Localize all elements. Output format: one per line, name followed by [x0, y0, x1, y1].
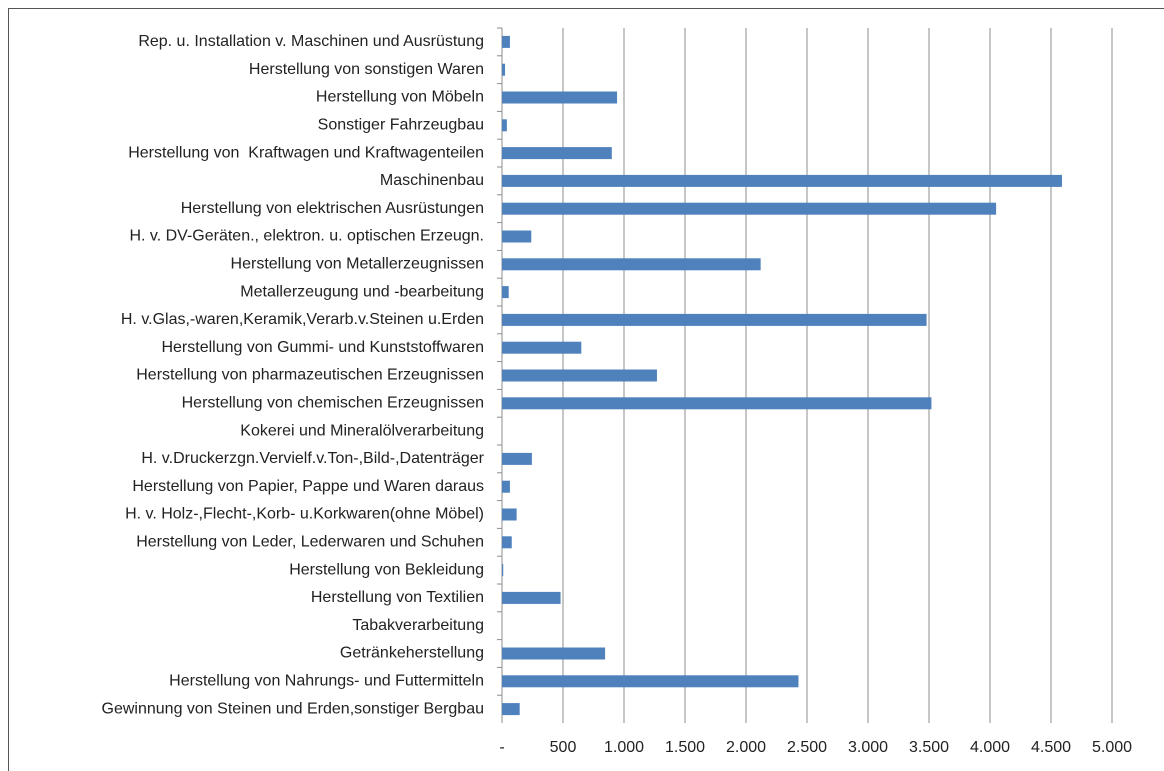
- y-tick-label: Herstellung von Kraftwagen und Kraftwage…: [128, 144, 484, 161]
- bar: [502, 230, 532, 243]
- x-tick-label: 2.500: [787, 739, 827, 756]
- bar: [502, 35, 510, 48]
- y-tick-label: Herstellung von Bekleidung: [289, 561, 484, 578]
- chart-frame: [8, 8, 1164, 771]
- bar: [502, 91, 618, 104]
- y-tick-label: Herstellung von Textilien: [311, 589, 484, 606]
- y-tick-label: Herstellung von sonstigen Waren: [249, 61, 484, 78]
- bar: [502, 703, 520, 716]
- x-tick-label: 2.000: [726, 739, 766, 756]
- bar: [502, 202, 997, 215]
- bar: [502, 508, 517, 521]
- y-tick-label: Herstellung von Gummi- und Kunststoffwar…: [161, 339, 484, 356]
- x-tick-label: 3.000: [848, 739, 888, 756]
- y-tick-label: Herstellung von Leder, Lederwaren und Sc…: [136, 534, 484, 551]
- bar: [502, 341, 582, 354]
- y-tick-label: Herstellung von Papier, Pappe und Waren …: [132, 478, 484, 495]
- bar: [502, 286, 509, 299]
- bar: [502, 313, 927, 326]
- bar: [502, 258, 761, 271]
- y-tick-label: H. v.Glas,-waren,Keramik,Verarb.v.Steine…: [121, 311, 484, 328]
- bar: [502, 147, 612, 160]
- bar: [502, 564, 504, 577]
- y-tick-label: Herstellung von Metallerzeugnissen: [231, 256, 484, 273]
- bar: [502, 119, 507, 132]
- bar: [502, 452, 532, 465]
- bar: [502, 675, 799, 688]
- x-tick-label: 500: [550, 739, 577, 756]
- y-tick-label: H. v.Druckerzgn.Vervielf.v.Ton-,Bild-,Da…: [141, 450, 484, 467]
- bar: [502, 369, 657, 382]
- y-tick-label: Maschinenbau: [380, 172, 484, 189]
- x-tick-label: 4.000: [970, 739, 1010, 756]
- y-tick-label: H. v. DV-Geräten., elektron. u. optische…: [129, 228, 484, 245]
- x-tick-label: 4.500: [1031, 739, 1071, 756]
- y-tick-label: Kokerei und Mineralölverarbeitung: [240, 422, 484, 439]
- bar: [502, 536, 512, 549]
- x-tick-label: -: [499, 739, 504, 756]
- y-tick-label: Herstellung von elektrischen Ausrüstunge…: [181, 200, 484, 217]
- x-tick-label: 1.000: [604, 739, 644, 756]
- y-tick-label: Gewinnung von Steinen und Erden,sonstige…: [102, 700, 484, 717]
- y-tick-label: Getränkeherstellung: [340, 645, 484, 662]
- y-tick-label: Herstellung von Nahrungs- und Futtermitt…: [169, 673, 484, 690]
- bar: [502, 397, 932, 410]
- x-tick-label: 1.500: [665, 739, 705, 756]
- bar: [502, 480, 510, 493]
- x-tick-label: 5.000: [1092, 739, 1132, 756]
- bar: [502, 63, 506, 76]
- y-tick-label: Rep. u. Installation v. Maschinen und Au…: [138, 33, 484, 50]
- y-tick-label: Herstellung von pharmazeutischen Erzeugn…: [136, 367, 484, 384]
- bar: [502, 591, 561, 604]
- y-tick-label: Tabakverarbeitung: [352, 617, 484, 634]
- bar: [502, 647, 606, 660]
- y-tick-label: Herstellung von chemischen Erzeugnissen: [182, 395, 484, 412]
- x-tick-label: 3.500: [909, 739, 949, 756]
- y-tick-label: Sonstiger Fahrzeugbau: [318, 117, 484, 134]
- y-tick-label: Herstellung von Möbeln: [316, 89, 484, 106]
- y-tick-label: Metallerzeugung und -bearbeitung: [240, 283, 484, 300]
- bar: [502, 174, 1062, 187]
- y-tick-label: H. v. Holz-,Flecht-,Korb- u.Korkwaren(oh…: [125, 506, 484, 523]
